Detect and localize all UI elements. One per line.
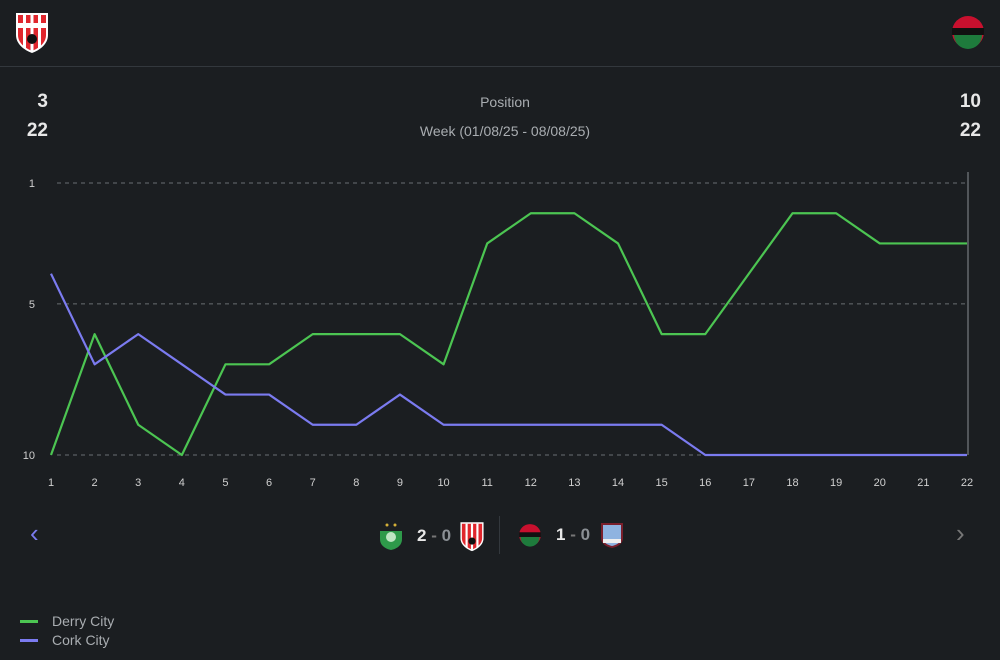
x-tick-label: 22 bbox=[961, 477, 973, 489]
x-tick-label: 18 bbox=[786, 477, 798, 489]
match-1[interactable]: 2 - 0 bbox=[377, 520, 485, 552]
cork-city-logo bbox=[950, 10, 986, 59]
x-tick-label: 15 bbox=[656, 477, 668, 489]
x-tick-label: 2 bbox=[92, 477, 98, 489]
x-tick-label: 3 bbox=[135, 477, 141, 489]
x-tick-label: 9 bbox=[397, 477, 403, 489]
x-tick-label: 13 bbox=[568, 477, 580, 489]
home-total: 22 bbox=[26, 120, 48, 141]
y-tick-label: 5 bbox=[29, 299, 35, 311]
x-tick-label: 4 bbox=[179, 477, 185, 489]
match-1-home-score: 2 bbox=[417, 526, 427, 545]
x-tick-label: 1 bbox=[48, 477, 54, 489]
x-tick-label: 19 bbox=[830, 477, 842, 489]
x-tick-label: 14 bbox=[612, 477, 624, 489]
match-2[interactable]: 1 - 0 bbox=[516, 520, 626, 550]
prev-week-button[interactable]: ‹ bbox=[30, 518, 39, 548]
match-2-away-score: 0 bbox=[580, 525, 591, 544]
match-divider bbox=[499, 516, 500, 554]
x-tick-label: 20 bbox=[874, 477, 886, 489]
legend-swatch bbox=[20, 619, 38, 623]
x-tick-label: 8 bbox=[353, 477, 359, 489]
x-tick-label: 6 bbox=[266, 477, 272, 489]
x-tick-label: 10 bbox=[437, 477, 449, 489]
x-tick-label: 12 bbox=[525, 477, 537, 489]
match-2-sep: - bbox=[570, 525, 576, 544]
shamrock-rovers-logo bbox=[380, 523, 402, 550]
x-tick-label: 16 bbox=[699, 477, 711, 489]
x-tick-label: 17 bbox=[743, 477, 755, 489]
y-tick-label: 1 bbox=[29, 178, 35, 190]
away-total: 22 bbox=[959, 120, 981, 141]
x-tick-label: 21 bbox=[917, 477, 929, 489]
legend-cork: Cork City bbox=[20, 632, 110, 648]
legend-label: Derry City bbox=[52, 613, 115, 629]
x-tick-label: 7 bbox=[310, 477, 316, 489]
galway-united-logo bbox=[601, 523, 624, 548]
derry-city-logo bbox=[14, 10, 50, 59]
week-range: Week (01/08/25 - 08/08/25) bbox=[419, 123, 591, 139]
match-1-sep: - bbox=[431, 526, 437, 545]
next-week-button[interactable]: › bbox=[956, 518, 965, 548]
derry-city-logo bbox=[460, 522, 484, 552]
y-tick-label: 10 bbox=[23, 450, 35, 462]
legend-label: Cork City bbox=[52, 632, 110, 648]
away-position: 10 bbox=[959, 91, 981, 112]
x-tick-label: 5 bbox=[222, 477, 228, 489]
header-divider bbox=[0, 66, 1000, 67]
cork-city-logo bbox=[519, 524, 541, 547]
x-tick-label: 11 bbox=[481, 477, 492, 489]
legend-swatch bbox=[20, 638, 38, 642]
match-2-home-score: 1 bbox=[556, 525, 566, 544]
series-line-cork-city bbox=[50, 273, 967, 457]
match-1-away-score: 0 bbox=[441, 526, 452, 545]
legend-derry: Derry City bbox=[20, 613, 114, 629]
series-line-derry-city bbox=[49, 212, 967, 457]
metric-title: Position bbox=[480, 94, 530, 110]
home-position: 3 bbox=[37, 91, 48, 112]
